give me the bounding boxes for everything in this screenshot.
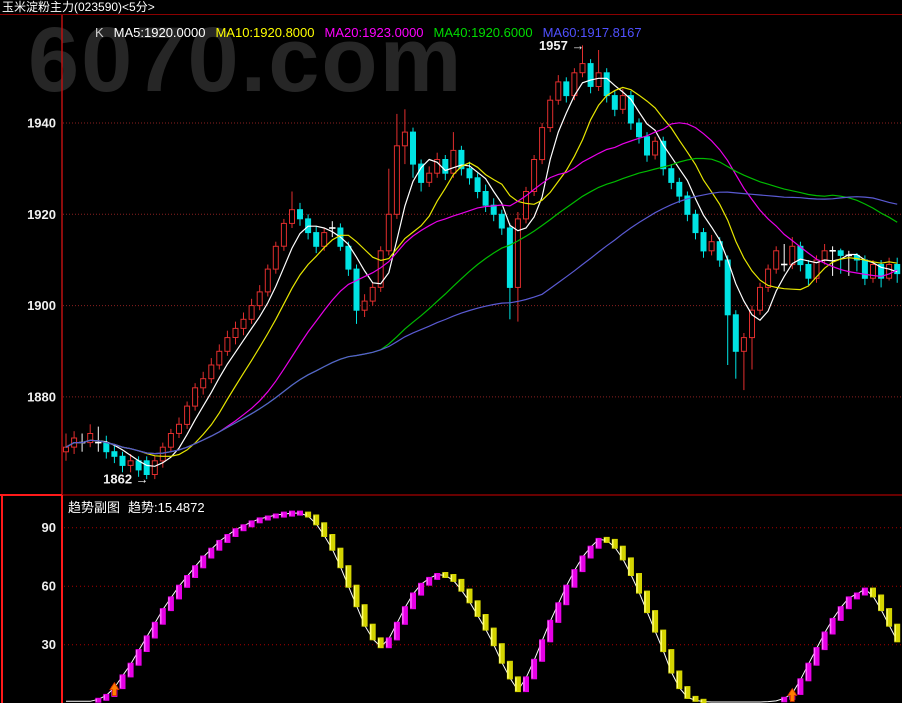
subpanel-border	[0, 494, 63, 703]
legend-items: MA5:1920.0000 MA10:1920.8000 MA20:1923.000…	[114, 25, 652, 40]
ma-line-MA10	[65, 86, 898, 457]
price-annotations: 1957 → 1862 →	[103, 38, 584, 487]
watermark: 6070.com	[28, 9, 464, 111]
svg-text:60: 60	[42, 579, 56, 594]
ma-legend: K MA5:1920.0000 MA10:1920.8000 MA20:1923.00…	[95, 25, 652, 40]
svg-text:90: 90	[42, 520, 56, 535]
ma-line-MA20	[65, 122, 898, 455]
price-axis-labels: 1940 1920 1900 1880	[27, 116, 56, 405]
subchart-title: 趋势副图	[68, 500, 121, 515]
up-arrow-icon	[109, 681, 120, 696]
buy-signal-arrows	[109, 681, 798, 702]
instrument-title: 玉米淀粉主力(023590)<5分>	[2, 0, 155, 14]
titlebar: 玉米淀粉主力(023590)<5分>	[0, 0, 902, 15]
svg-text:1957 →: 1957 →	[539, 38, 585, 53]
legend-item-MA20: MA20:1923.0000	[324, 25, 424, 40]
sub-axis-labels: 90 60 30	[42, 520, 56, 652]
svg-text:1900: 1900	[27, 298, 56, 313]
legend-item-MA40: MA40:1920.6000	[433, 25, 533, 40]
legend-item-MA60: MA60:1917.8167	[542, 25, 642, 40]
subchart-header: 趋势副图 趋势:15.4872	[68, 497, 205, 516]
legend-item-MA5: MA5:1920.0000	[113, 25, 206, 40]
ma-lines	[65, 77, 898, 467]
svg-text:1862 →: 1862 →	[103, 472, 149, 487]
subchart-value: 趋势:15.4872	[128, 500, 205, 515]
svg-text:30: 30	[42, 637, 56, 652]
legend-k-label: K	[95, 25, 104, 40]
trend-line	[66, 512, 898, 703]
up-arrow-icon	[787, 687, 798, 702]
svg-text:1880: 1880	[27, 389, 56, 404]
ma-line-MA60	[65, 191, 898, 455]
svg-text:1940: 1940	[27, 116, 56, 131]
trend-bars	[95, 510, 901, 703]
legend-item-MA10: MA10:1920.8000	[215, 25, 315, 40]
candlestick-series	[63, 45, 901, 480]
ma-line-MA5	[65, 77, 898, 467]
ma-line-MA40	[65, 157, 898, 455]
svg-text:1920: 1920	[27, 207, 56, 222]
